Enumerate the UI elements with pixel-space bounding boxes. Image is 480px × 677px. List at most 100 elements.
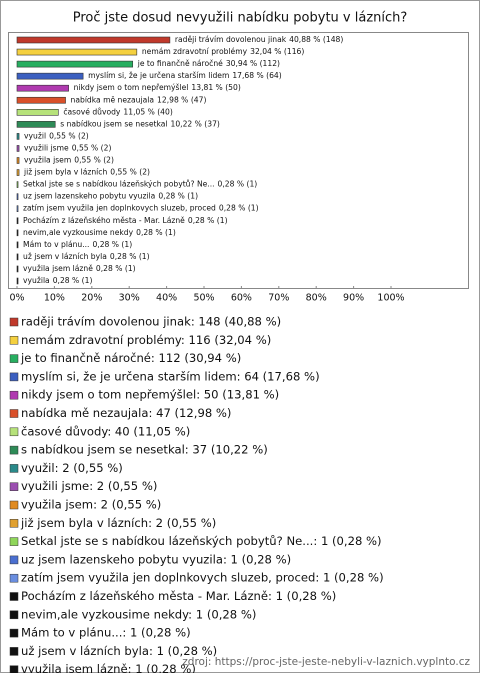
bar-label-name: nabídka mě nezaujala [71, 95, 155, 104]
bar-label-name: myslím si, že je určena starším lidem [88, 71, 229, 80]
legend-label: nevim,ale vyzkousime nekdy: 1 (0,28 %) [21, 607, 256, 621]
legend-label: už jsem v lázních byla: 1 (0,28 %) [21, 644, 217, 658]
plot-frame [8, 32, 469, 289]
legend-label: časové důvody: 40 (11,05 %) [21, 424, 190, 438]
bar-label-value: 30,94 % (112) [226, 59, 280, 68]
legend-swatch [9, 519, 19, 528]
legend-swatch [9, 482, 19, 491]
bar [16, 265, 19, 273]
legend-label: využila jsem lázně: 1 (0,28 %) [21, 662, 196, 673]
bar-label-name: již jsem byla v lázních [23, 168, 107, 177]
bar-label-name: časové důvody [63, 107, 121, 116]
bar-label: je to finančně náročné 30,94 % (112) [137, 59, 280, 68]
bar-label-value: 0,28 % (1) [188, 216, 228, 225]
legend-label: myslím si, že je určena starším lidem: 6… [21, 369, 320, 383]
bar-label-name: už jsem v lázních byla [23, 252, 107, 261]
legend-label: nabídka mě nezaujala: 47 (12,98 %) [21, 406, 231, 420]
legend-label: s nabídkou jsem se nesetkal: 37 (10,22 %… [21, 443, 268, 457]
bar [16, 133, 20, 140]
bar-label-name: využil [24, 131, 46, 140]
legend-label: zatím jsem využila jen doplnkovych sluze… [21, 571, 384, 585]
bar-label: s nabídkou jsem se nesetkal 10,22 % (37) [60, 119, 220, 128]
bar-label-name: je to finančně náročné [137, 59, 223, 68]
bar [16, 84, 69, 92]
bar-label-name: raději trávím dovolenou jinak [175, 35, 287, 44]
bar-label-name: nikdy jsem o tom nepřemýšlel [74, 83, 189, 92]
bar-label-value: 0,28 % (1) [219, 204, 259, 213]
legend-swatch [9, 409, 19, 418]
x-tick-label: 20% [81, 293, 102, 304]
chart-title: Proč jste dosud nevyužili nabídku pobytu… [73, 11, 408, 26]
bar [16, 229, 19, 237]
bar-label: časové důvody 11,05 % (40) [63, 107, 173, 116]
bar-label-name: využili jsme [24, 143, 69, 152]
legend-label: Setkal jste se s nabídkou lázeňských pob… [21, 534, 382, 548]
bar [16, 205, 19, 212]
bar-label-value: 40,88 % (148) [289, 35, 343, 44]
bar-label-name: s nabídkou jsem se nesetkal [60, 119, 167, 128]
legend-swatch [9, 317, 19, 327]
bar [16, 253, 19, 261]
x-tick-label: 80% [306, 293, 327, 304]
bar-label: využila 0,28 % (1) [23, 276, 92, 285]
x-tick-label: 40% [156, 293, 177, 304]
legend-swatch [9, 464, 19, 473]
bar-label: Mám to v plánu... 0,28 % (1) [23, 240, 132, 249]
bar [16, 217, 19, 225]
bar-label-name: využila jsem lázně [23, 264, 93, 273]
x-tick-label: 60% [231, 293, 252, 304]
legend-label: je to finančně náročné: 112 (30,94 %) [20, 351, 241, 365]
legend-label: nemám zdravotní problémy: 116 (32,04 %) [21, 333, 271, 347]
bar [16, 157, 20, 164]
bar-label: nikdy jsem o tom nepřemýšlel 13,81 % (50) [74, 83, 241, 92]
bar-label-name: Setkal jste se s nabídkou lázeňských pob… [23, 180, 215, 189]
bar [16, 36, 171, 44]
bar-label-value: 0,28 % (1) [218, 180, 258, 189]
bar-label: nemám zdravotní problémy 32,04 % (116) [142, 47, 305, 56]
bar-label-value: 0,55 % (2) [49, 131, 89, 140]
x-tick-label: 100% [377, 293, 404, 304]
x-tick-label: 50% [193, 293, 214, 304]
bar-label: již jsem byla v lázních 0,55 % (2) [23, 168, 150, 177]
bar-label-name: Mám to v plánu... [23, 240, 89, 249]
legend-swatch [9, 354, 19, 363]
legend-label: využili jsme: 2 (0,55 %) [21, 479, 157, 493]
bar-label-value: 0,28 % (1) [92, 240, 132, 249]
legend-label: Mám to v plánu...: 1 (0,28 %) [21, 626, 191, 640]
bar-label: využil 0,55 % (2) [24, 131, 89, 140]
bar-label: zatím jsem využila jen doplnkovych sluze… [23, 204, 259, 213]
bar-label: raději trávím dovolenou jinak 40,88 % (14… [175, 35, 343, 44]
bar-label-value: 0,28 % (1) [110, 252, 150, 261]
bar [16, 121, 56, 128]
bar-label: uz jsem lazenskeho pobytu vyuzila 0,28 % … [23, 192, 198, 201]
bar [16, 193, 19, 200]
legend-swatch [9, 592, 19, 601]
bar [16, 145, 20, 152]
bar-label-name: nevim,ale vyzkousime nekdy [23, 228, 134, 237]
bar-label-value: 11,05 % (40) [123, 107, 172, 116]
legend-swatch [9, 500, 19, 510]
bar-label-value: 0,28 % (1) [53, 276, 93, 285]
legend-label: využila jsem: 2 (0,55 %) [21, 498, 161, 512]
x-tick-label: 30% [119, 293, 140, 304]
legend-label: raději trávím dovolenou jinak: 148 (40,8… [21, 315, 281, 329]
bar-label-value: 0,55 % (2) [72, 143, 112, 152]
bar-label-value: 0,55 % (2) [74, 156, 114, 165]
bar-label-value: 0,28 % (1) [136, 228, 176, 237]
bar-label-value: 10,22 % (37) [171, 119, 220, 128]
legend-swatch [9, 390, 19, 400]
bar-label-name: využila jsem [24, 156, 71, 165]
legend-swatch [9, 555, 19, 565]
legend-swatch [9, 647, 19, 656]
legend-swatch [9, 665, 19, 674]
bar-label: nevim,ale vyzkousime nekdy 0,28 % (1) [23, 228, 176, 237]
legend-swatch [9, 610, 19, 620]
bar [16, 48, 138, 56]
bar [16, 109, 59, 116]
legend-label: již jsem byla v lázních: 2 (0,55 %) [20, 516, 216, 530]
bar [16, 72, 84, 80]
legend-label: Pocházím z lázeňského města - Mar. Lázně… [21, 589, 336, 603]
bar-label-value: 13,81 % (50) [191, 83, 240, 92]
bar-label-name: uz jsem lazenskeho pobytu vyuzila [23, 192, 155, 201]
legend-swatch [9, 628, 19, 638]
